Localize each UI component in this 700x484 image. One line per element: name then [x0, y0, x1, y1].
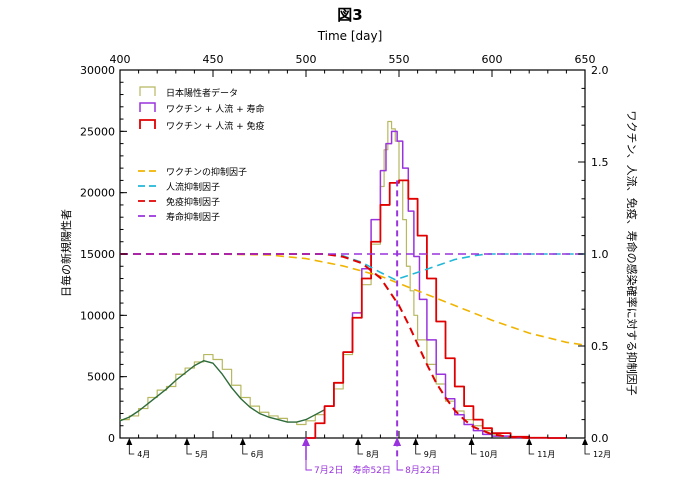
month-arrow	[355, 438, 362, 445]
x-axis-label: Time [day]	[317, 29, 383, 43]
legend-label: 寿命抑制因子	[166, 211, 220, 223]
event-marker-arrow	[393, 437, 402, 446]
legend-label: ワクチン + 人流 + 免疫	[166, 120, 265, 132]
legend-swatch	[139, 119, 156, 129]
y-left-tick-label: 5000	[87, 371, 115, 384]
month-bracket	[415, 445, 421, 455]
month-label: 5月	[195, 450, 208, 459]
y-right-tick-label: 0.5	[591, 340, 609, 353]
month-label: 11月	[537, 450, 555, 459]
month-label: 8月	[366, 450, 379, 459]
y-left-tick-label: 0	[108, 432, 115, 445]
y-left-tick-label: 25000	[80, 125, 115, 138]
series-4-line	[306, 179, 567, 439]
chart-title: 図3	[337, 6, 362, 24]
legend-swatch	[139, 86, 156, 96]
legend-label: ワクチンの抑制因子	[166, 166, 247, 178]
month-bracket	[128, 445, 135, 455]
month-label: 4月	[137, 450, 150, 459]
month-bracket	[357, 445, 364, 455]
y-left-tick-label: 30000	[80, 64, 115, 77]
y-left-tick-label: 15000	[80, 248, 115, 261]
month-arrow	[526, 438, 533, 445]
y-right-tick-label: 1.5	[591, 156, 609, 169]
month-arrow	[239, 438, 246, 445]
y-right-tick-label: 1.0	[591, 248, 609, 261]
month-arrow	[183, 438, 190, 445]
y-axis-right-label: ワクチン、人流、免疫、寿命の感染確率に対する抑制因子	[625, 110, 639, 395]
series-6-line	[120, 253, 585, 281]
x-tick-label: 500	[296, 53, 317, 66]
legend-label: 人流抑制因子	[166, 181, 220, 193]
legend-label: ワクチン + 人流 + 寿命	[166, 103, 265, 115]
x-tick-label: 600	[482, 53, 503, 66]
event-marker-label: 7月2日 寿命52日	[314, 464, 391, 476]
event-marker-label: 8月22日	[405, 465, 440, 476]
month-bracket	[186, 445, 192, 455]
y-axis-left-label: 日毎の新規陽性者	[59, 209, 73, 297]
series-7-line	[120, 253, 530, 439]
legend-swatch	[139, 102, 156, 112]
month-arrow	[468, 438, 475, 445]
legend-label: 免疫抑制因子	[166, 196, 220, 208]
month-label: 9月	[424, 450, 437, 459]
y-left-tick-label: 10000	[80, 309, 115, 322]
month-bracket	[471, 445, 477, 455]
month-label: 6月	[251, 450, 264, 459]
x-tick-label: 650	[575, 53, 596, 66]
month-arrow	[126, 438, 133, 445]
month-label: 12月	[593, 450, 611, 459]
month-label: 10月	[480, 450, 498, 459]
month-arrow	[582, 438, 588, 445]
month-arrow	[412, 438, 419, 445]
y-left-tick-label: 20000	[80, 187, 115, 200]
month-bracket	[528, 445, 535, 455]
event-marker-bracket	[305, 460, 312, 471]
x-tick-label: 400	[110, 53, 131, 66]
event-marker-bracket	[396, 460, 404, 471]
x-tick-label: 450	[203, 53, 224, 66]
month-bracket	[584, 445, 590, 455]
event-marker-arrow	[302, 437, 310, 446]
series-2-line	[119, 360, 325, 423]
month-bracket	[242, 445, 248, 455]
x-tick-label: 550	[389, 53, 410, 66]
legend-label: 日本陽性者データ	[166, 87, 238, 99]
y-right-tick-label: 0.0	[591, 432, 609, 445]
y-right-tick-label: 2.0	[591, 64, 609, 77]
